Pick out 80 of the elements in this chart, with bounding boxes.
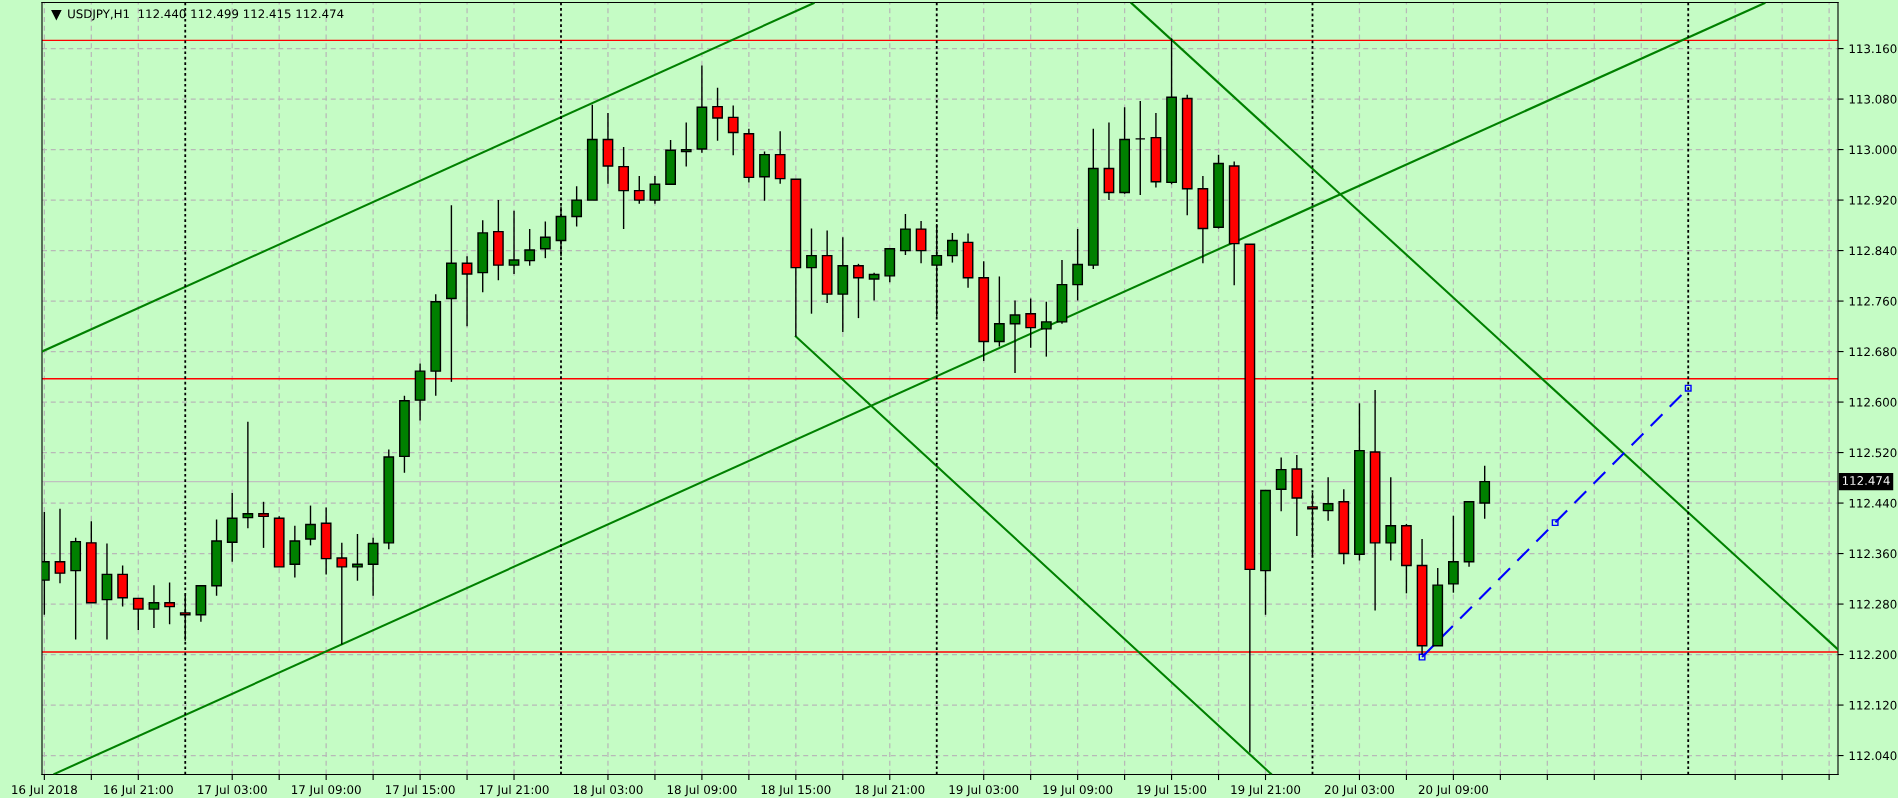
y-tick-label: 112.760	[1849, 296, 1897, 306]
candlestick	[853, 263, 864, 319]
candlestick	[774, 130, 786, 185]
candlestick	[305, 504, 316, 547]
candlestick	[508, 210, 520, 275]
candlestick	[727, 104, 739, 156]
candlestick	[461, 255, 473, 328]
x-tick-label: 20 Jul 09:00	[1418, 784, 1488, 797]
y-tick-label: 112.440	[1849, 498, 1897, 508]
y-tick-label: 112.600	[1849, 397, 1897, 407]
candlestick	[1479, 465, 1491, 520]
y-tick-label: 112.200	[1849, 650, 1897, 660]
candlestick	[1134, 100, 1146, 196]
candlestick	[759, 150, 770, 202]
candlestick	[806, 227, 817, 315]
candlestick	[712, 87, 723, 142]
candlestick	[336, 542, 348, 646]
x-tick-label: 19 Jul 15:00	[1137, 784, 1207, 797]
candlestick	[524, 228, 536, 267]
x-tick-label: 17 Jul 03:00	[198, 784, 267, 797]
x-tick-label: 18 Jul 09:00	[667, 784, 737, 797]
candlestick	[367, 537, 379, 597]
y-tick-label: 113.080	[1849, 94, 1897, 104]
y-tick-label: 113.000	[1849, 145, 1897, 155]
y-tick-label: 112.040	[1849, 751, 1897, 761]
candlestick	[164, 581, 175, 625]
candlestick	[571, 185, 583, 228]
x-tick-label: 17 Jul 21:00	[479, 784, 549, 797]
x-tick-label: 18 Jul 21:00	[855, 784, 925, 797]
x-tick-label: 17 Jul 15:00	[385, 784, 455, 797]
candlestick	[54, 508, 66, 584]
candlestick	[117, 564, 129, 608]
candlestick	[352, 533, 363, 582]
point	[1551, 519, 1559, 527]
candlestick	[1385, 476, 1397, 562]
x-tick-label: 16 Jul 21:00	[104, 784, 173, 797]
y-tick-label: 112.520	[1849, 448, 1897, 458]
candlestick	[258, 501, 269, 549]
x-tick-label: 16 Jul 2018	[12, 784, 77, 797]
y-tick-label: 112.680	[1849, 347, 1897, 357]
candlestick	[993, 275, 1005, 348]
candlestick	[1447, 514, 1459, 594]
y-tick-label: 113.160	[1849, 44, 1897, 54]
point	[1684, 384, 1692, 392]
candlestick	[226, 492, 238, 563]
candlestick	[1040, 301, 1052, 358]
candlestick	[132, 597, 144, 631]
candlestick	[947, 232, 958, 264]
candlestick	[915, 220, 927, 264]
candlestick	[633, 175, 645, 205]
candlestick	[1322, 476, 1334, 522]
x-tick-label: 17 Jul 09:00	[292, 784, 361, 797]
x-tick-label: 19 Jul 21:00	[1231, 784, 1301, 797]
x-tick-label: 19 Jul 09:00	[1043, 784, 1113, 797]
ref-line-label: 112.474	[1842, 476, 1890, 485]
candlestick	[1009, 299, 1021, 374]
candlestick	[868, 271, 880, 302]
point	[1418, 653, 1426, 661]
text: USDJPY,H1 112.440 112.499 112.415 112.474	[68, 9, 344, 21]
candlestick	[900, 213, 911, 256]
candlestick	[680, 121, 692, 168]
y-tick-label: 112.360	[1849, 549, 1897, 559]
candlestick	[1072, 228, 1084, 302]
x-tick-label: 18 Jul 15:00	[761, 784, 831, 797]
x-tick-label: 18 Jul 03:00	[573, 784, 643, 797]
y-tick-label: 112.840	[1849, 246, 1897, 256]
y-tick-label: 112.120	[1849, 700, 1897, 710]
candlestick	[289, 525, 301, 579]
y-tick-label: 112.280	[1849, 599, 1897, 609]
candlestick	[148, 584, 160, 629]
candlestick	[1103, 121, 1115, 201]
candlestick	[539, 220, 551, 259]
candlestick	[649, 175, 661, 205]
x-tick-label: 20 Jul 03:00	[1324, 784, 1395, 797]
candlestick	[1275, 456, 1287, 512]
x-tick-label: 19 Jul 03:00	[949, 784, 1019, 797]
y-tick-label: 112.920	[1849, 195, 1897, 205]
candlestick	[1025, 297, 1037, 349]
candlestick	[242, 420, 254, 530]
candlestick	[618, 146, 630, 230]
